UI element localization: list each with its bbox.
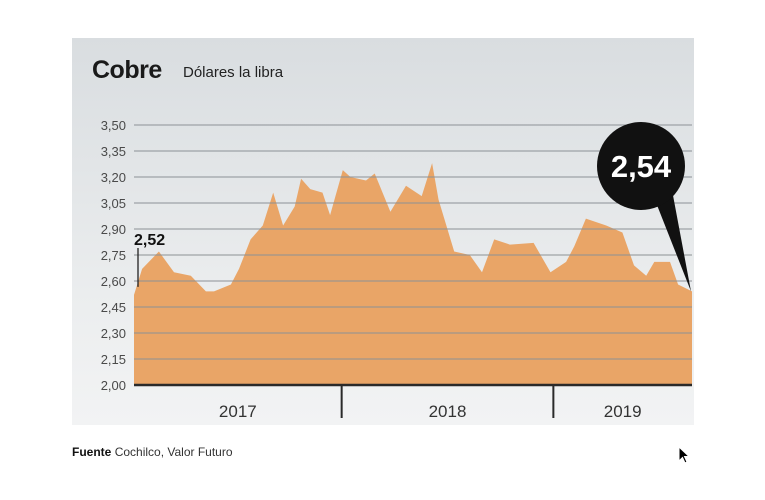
end-value-bubble [597,122,685,210]
source-note: Fuente Cochilco, Valor Futuro [72,445,233,459]
y-tick-label: 2,90 [101,222,126,237]
y-tick-label: 2,75 [101,248,126,263]
y-tick-label: 3,20 [101,170,126,185]
y-tick-label: 2,60 [101,274,126,289]
chart-title: Cobre [92,56,162,84]
y-tick-label: 3,05 [101,196,126,211]
end-value-label: 2,54 [611,149,672,184]
x-tick-label: 2017 [219,402,257,421]
y-tick-label: 3,35 [101,144,126,159]
x-tick-label: 2019 [604,402,642,421]
y-tick-label: 2,00 [101,378,126,393]
source-label: Fuente [72,445,112,459]
price-area [134,163,692,385]
chart-subtitle: Dólares la libra [183,64,284,81]
bubble-pointer [655,190,691,292]
mouse-cursor-icon [678,446,691,464]
x-tick-label: 2018 [429,402,467,421]
start-value-label: 2,52 [134,232,165,249]
y-tick-label: 3,50 [101,118,126,133]
y-tick-label: 2,15 [101,352,126,367]
y-tick-label: 2,45 [101,300,126,315]
source-text: Cochilco, Valor Futuro [114,445,233,459]
y-tick-label: 2,30 [101,326,126,341]
